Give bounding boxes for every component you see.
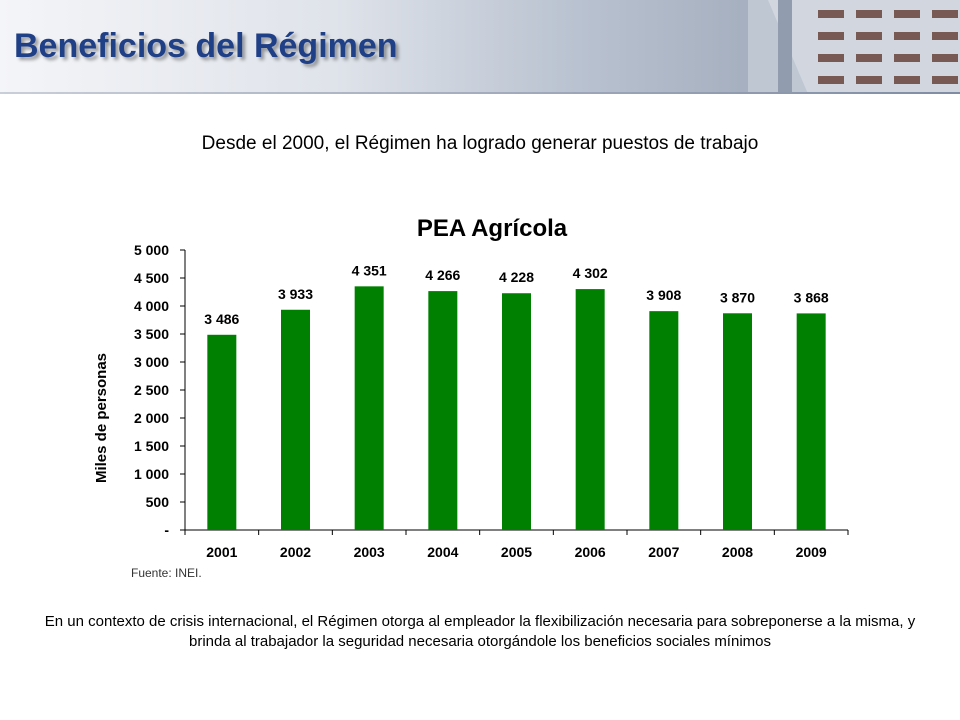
chart-title: PEA Agrícola (417, 215, 568, 242)
data-label: 3 486 (204, 311, 239, 327)
x-axis: 2001 2002 2003 2004 2005 2006 2007 2008 2009 (184, 529, 849, 560)
data-label: 3 870 (720, 289, 755, 305)
data-label: 4 228 (499, 269, 534, 285)
x-tick-label: 2004 (427, 544, 458, 560)
building-photo (748, 0, 960, 94)
y-tick-label: 1 000 (134, 466, 169, 482)
y-tick-label: 3 000 (134, 354, 169, 370)
footnote-text: En un contexto de crisis internacional, … (44, 613, 916, 650)
x-tick-label: 2002 (280, 544, 311, 560)
y-tick-label: 2 000 (134, 410, 169, 426)
data-label: 4 351 (352, 262, 387, 278)
y-tick-label: 2 500 (134, 382, 169, 398)
bar (354, 286, 384, 530)
bar (281, 309, 310, 530)
source-note: Fuente: INEI. (131, 566, 202, 580)
bar (502, 293, 531, 530)
bar (207, 334, 237, 530)
y-axis: - 500 1 000 1 500 2 000 2 500 3 000 3 500 4 000 4… (134, 242, 186, 538)
bar (649, 311, 679, 530)
page-subtitle: Desde el 2000, el Régimen ha logrado gen… (201, 133, 759, 154)
bar (428, 291, 458, 530)
bar (796, 313, 826, 530)
y-tick-label: 500 (146, 494, 170, 510)
header-banner (0, 0, 960, 94)
x-tick-label: 2006 (575, 544, 606, 560)
y-tick-label: 1 500 (134, 438, 169, 454)
data-label: 3 908 (646, 287, 681, 303)
x-tick-label: 2008 (722, 544, 753, 560)
data-label: 3 933 (278, 286, 313, 302)
x-tick-label: 2005 (501, 544, 532, 560)
bars (207, 286, 826, 530)
x-tick-label: 2009 (796, 544, 827, 560)
bar (575, 289, 605, 530)
x-tick-label: 2003 (354, 544, 385, 560)
pea-agricola-bar-chart: PEA Agrícola - 500 1 000 1 500 2 000 2 500 3 0… (93, 215, 849, 560)
y-tick-label: 4 500 (134, 270, 169, 286)
y-axis-title: Miles de personas (93, 353, 110, 483)
banner-divider (0, 92, 960, 94)
page-title: Beneficios del Régimen (14, 27, 398, 65)
x-tick-label: 2007 (648, 544, 679, 560)
y-tick-label: 5 000 (134, 242, 169, 258)
y-tick-label: 3 500 (134, 326, 169, 342)
data-labels: 3 486 3 933 4 351 4 266 4 228 4 302 3 908 3 870… (204, 262, 829, 326)
data-label: 3 868 (794, 289, 829, 305)
y-tick-label: - (164, 522, 169, 538)
bar (723, 313, 752, 530)
data-label: 4 266 (425, 267, 460, 283)
x-tick-label: 2001 (206, 544, 237, 560)
data-label: 4 302 (573, 265, 608, 281)
y-tick-label: 4 000 (134, 298, 169, 314)
